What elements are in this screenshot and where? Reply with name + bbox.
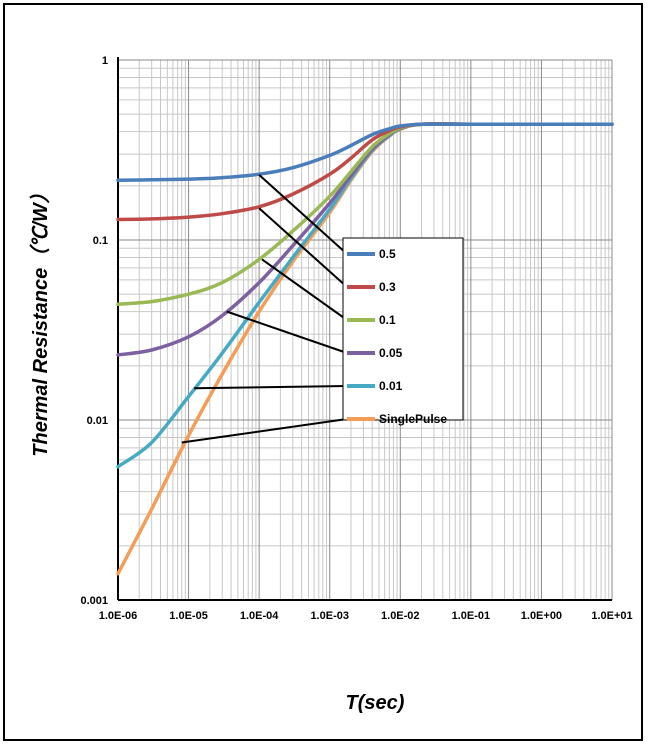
x-tick-label: 1.0E-05 xyxy=(169,610,208,622)
legend-label: 0.1 xyxy=(379,313,396,327)
x-tick-label: 1.0E+01 xyxy=(591,610,632,622)
x-tick-label: 1.0E-02 xyxy=(381,610,420,622)
legend-label: 0.5 xyxy=(379,247,396,261)
legend-label: 0.01 xyxy=(379,379,403,393)
series-line-0.5 xyxy=(116,122,614,182)
annotation-leader-line xyxy=(258,207,348,288)
annotation-leader-line xyxy=(261,258,348,321)
figure-frame: 0.5 0.3 0.1 0.05 0.01 SinglePulse 1.0E-06 1.0E… xyxy=(3,3,643,741)
legend-box xyxy=(342,237,464,421)
x-axis-title: T(sec) xyxy=(346,692,405,714)
annotation-leader-line xyxy=(181,418,348,444)
legend: 0.5 0.3 0.1 0.05 0.01 SinglePulse xyxy=(342,237,464,426)
y-tick-label: 0.01 xyxy=(87,415,108,427)
y-tick-label: 0.1 xyxy=(93,235,108,247)
annotations xyxy=(181,174,348,444)
x-tick-label: 1.0E-06 xyxy=(99,610,138,622)
y-tick-label: 0.001 xyxy=(80,595,108,607)
x-tick-label: 1.0E-03 xyxy=(310,610,349,622)
grid xyxy=(117,59,613,601)
series-lines xyxy=(116,122,614,576)
y-axis-title: Thermal Resistance（℃/W） xyxy=(29,183,52,456)
x-tick-label: 1.0E-04 xyxy=(240,610,279,622)
legend-label: SinglePulse xyxy=(379,412,447,426)
legend-label: 0.3 xyxy=(379,280,396,294)
legend-label: 0.05 xyxy=(379,346,403,360)
annotation-leader-line xyxy=(258,174,348,255)
annotation-leader-line xyxy=(194,385,348,390)
y-tick-label: 1 xyxy=(102,55,108,67)
tick-labels: 1.0E-06 1.0E-05 1.0E-04 1.0E-03 1.0E-02 1.0E-… xyxy=(80,55,632,622)
axes xyxy=(117,57,612,601)
annotation-leader-line xyxy=(226,310,348,354)
x-tick-label: 1.0E-01 xyxy=(452,610,491,622)
x-tick-label: 1.0E+00 xyxy=(521,610,562,622)
